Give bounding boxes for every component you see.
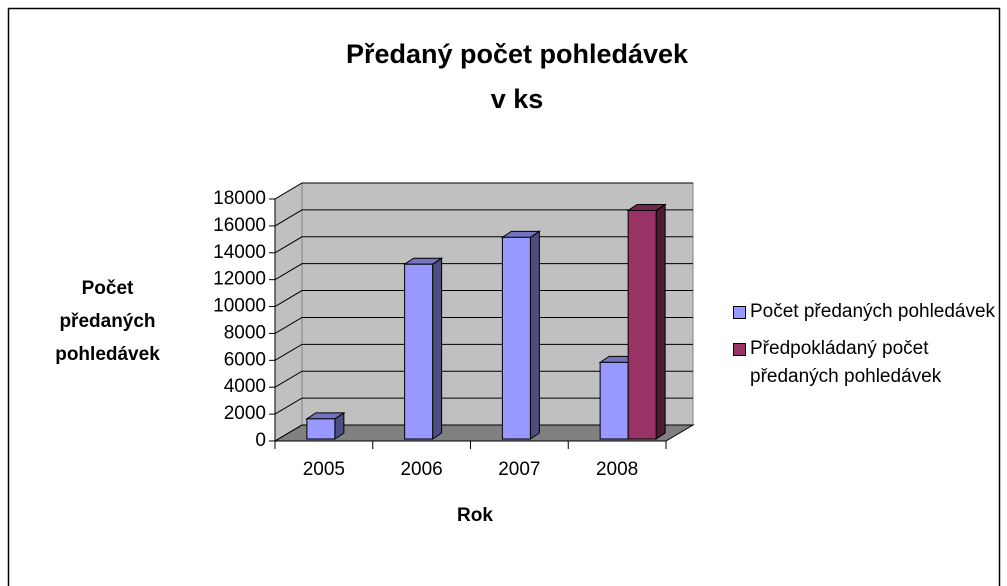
grid-line (274, 263, 693, 281)
x-tick-label: 2007 (498, 459, 540, 480)
grid-line (274, 209, 693, 227)
bar-front (501, 236, 531, 440)
side-wall (274, 182, 303, 442)
x-tick-label: 2008 (596, 459, 638, 480)
legend: Počet předaných pohledávek Předpokládaný … (730, 298, 1005, 400)
y-tick-label: 4000 (224, 376, 266, 397)
grid-line (274, 182, 693, 200)
bar-front (306, 418, 336, 440)
y-tick-label: 6000 (224, 349, 266, 370)
grid-line (274, 290, 693, 307)
bar-front (599, 361, 629, 440)
y-tick-label: 0 (255, 430, 266, 451)
bar-front (627, 209, 657, 440)
y-tick-label: 10000 (213, 296, 266, 317)
y-tick-label: 16000 (213, 215, 266, 236)
y-tick-label: 18000 (213, 188, 266, 209)
y-tick-label: 14000 (213, 242, 266, 263)
chart-title: Předaný počet pohledávek (346, 39, 689, 69)
bar-front (404, 263, 434, 440)
x-tick-label: 2006 (400, 459, 442, 480)
x-tick-label: 2005 (303, 459, 345, 480)
legend-swatch (733, 306, 746, 319)
bar-side (655, 203, 666, 440)
legend-swatch (733, 343, 746, 356)
bar-side (432, 257, 443, 440)
x-axis-title: Rok (457, 505, 493, 526)
bar (626, 203, 667, 440)
legend-item: Počet předaných pohledávek (730, 298, 1002, 326)
bar (402, 257, 444, 440)
grid-line (274, 370, 693, 388)
y-tick-label: 8000 (224, 322, 266, 343)
y-tick-label: 2000 (224, 403, 266, 424)
bar-side (529, 230, 540, 440)
y-tick-label: 12000 (213, 269, 266, 290)
legend-label: Počet předaných pohledávek (750, 301, 996, 322)
y-axis-title: Počet předaných pohledávek (55, 278, 160, 365)
bar (305, 411, 346, 440)
grid-line (274, 236, 693, 254)
grid-line (274, 343, 693, 361)
chart-title: v ks (491, 84, 544, 114)
grid-line (274, 397, 693, 415)
legend-label: Předpokládaný počet předaných pohledávek (750, 338, 942, 387)
grid-line (274, 424, 693, 442)
legend-item: Předpokládaný počet předaných pohledávek (730, 335, 1002, 391)
bar (500, 230, 542, 440)
grid-line (274, 316, 693, 334)
